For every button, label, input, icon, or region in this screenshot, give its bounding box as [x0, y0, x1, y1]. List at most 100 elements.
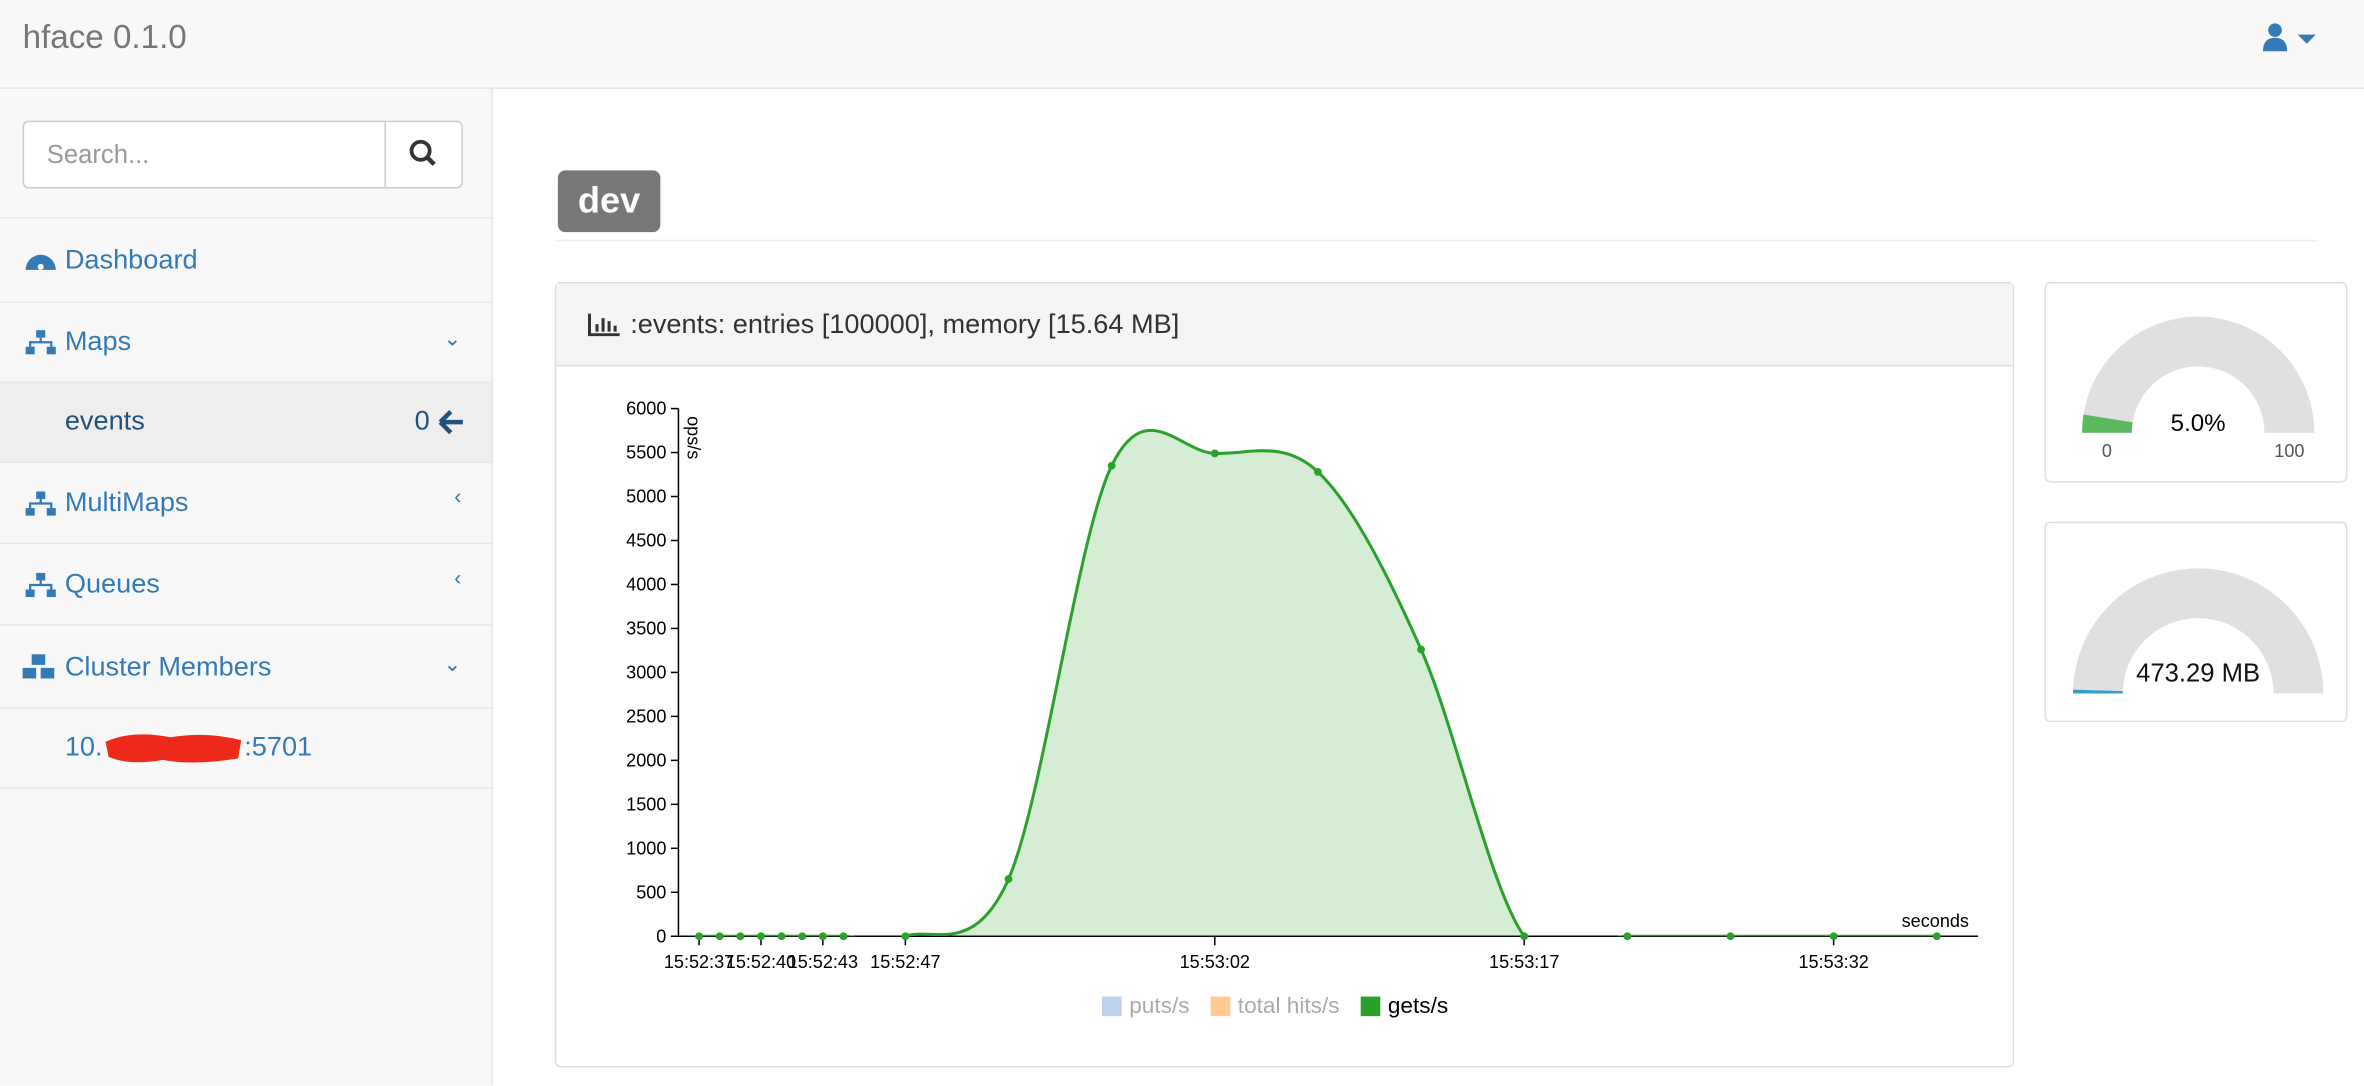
point: [798, 932, 807, 941]
point: [1623, 932, 1632, 941]
x-tick-label: 15:53:32: [1798, 952, 1868, 972]
y-tick-label: 3000: [626, 662, 666, 682]
y-tick-label: 2500: [626, 706, 666, 726]
y-axis-label: ops/s: [683, 416, 703, 459]
divider: [556, 239, 2318, 242]
chart-panel: :events: entries [100000], memory [15.64…: [554, 281, 2015, 1068]
nav-queues[interactable]: Queues ‹: [0, 544, 492, 626]
user-menu[interactable]: [2261, 21, 2321, 57]
search-icon: [409, 139, 436, 166]
legend-label: total hits/s: [1238, 993, 1340, 1018]
legend-swatch[interactable]: [1360, 996, 1381, 1017]
icon: [25, 572, 56, 598]
nav-member[interactable]: 10. :5701: [0, 709, 492, 789]
nav-label: Maps: [64, 325, 132, 356]
icon: [25, 330, 56, 355]
gauge-label: 473.29 MB: [2136, 659, 2260, 687]
chevron: ‹: [454, 483, 462, 509]
point: [818, 932, 827, 941]
x-tick-label: 15:53:17: [1489, 952, 1559, 972]
y-tick-label: 0: [656, 926, 666, 946]
count: 0: [414, 405, 430, 436]
y-tick-label: 5000: [626, 487, 666, 507]
gauge-track: [2073, 568, 2324, 694]
nav-label: Cluster Members: [64, 651, 272, 682]
point: [695, 932, 703, 941]
nav-label: MultiMaps: [64, 486, 189, 518]
point: [1829, 932, 1838, 941]
y-tick-label: 5500: [626, 443, 666, 463]
point: [1107, 461, 1116, 470]
icon: [25, 254, 56, 270]
chart: 0 500 1000 1500 2000 2500 3000 3500 4000 4500 5000…: [626, 399, 1979, 1018]
x-axis-label: seconds: [1902, 911, 1969, 931]
nav-dashboard[interactable]: Dashboard: [0, 217, 492, 304]
y-tick-label: 1000: [626, 838, 666, 858]
panel-title: :events: entries [100000], memory [15.64…: [630, 309, 1180, 340]
gauge-panel: 5.0% 0 100: [2044, 281, 2348, 483]
nav-events[interactable]: events 0: [0, 382, 492, 463]
legend-label: gets/s: [1388, 993, 1448, 1018]
point: [901, 932, 910, 941]
chevron: ⌄: [443, 325, 462, 350]
point: [736, 932, 745, 941]
point: [757, 932, 765, 941]
point: [777, 932, 786, 941]
search-placeholder: Search...: [46, 140, 150, 169]
point: [1210, 449, 1219, 458]
gauge: 473.29 MB: [2073, 568, 2324, 694]
point: [715, 932, 724, 941]
brand[interactable]: hface 0.1.0: [22, 18, 187, 56]
chevron: ⌄: [443, 651, 462, 676]
gauge-track: [2082, 316, 2315, 433]
nav-cluster[interactable]: Cluster Members ⌄: [0, 626, 492, 709]
y-tick-label: 6000: [626, 399, 666, 419]
x-tick-label: 15:52:37: [664, 952, 734, 972]
x-tick-label: 15:53:02: [1180, 952, 1250, 972]
member-prefix: 10.: [64, 731, 103, 762]
point: [1520, 932, 1529, 941]
icon: [25, 491, 56, 516]
gauge-fill: [2073, 689, 2123, 694]
gauge-min: 0: [2102, 441, 2112, 461]
x-tick-label: 15:52:43: [788, 952, 858, 972]
member-suffix: :5701: [244, 731, 313, 762]
sidebar: Search... Dashboard Maps ⌄ events 0 Mult…: [0, 88, 494, 1086]
gauge-label: 5.0%: [2171, 410, 2226, 437]
y-tick-label: 2000: [626, 750, 666, 770]
redaction: [105, 734, 242, 763]
nav-label: events: [64, 405, 145, 436]
gauge: 5.0% 0 100: [2082, 316, 2315, 461]
nav-label: Queues: [64, 568, 160, 599]
gauge-max: 100: [2274, 441, 2304, 461]
x-tick-label: 15:52:40: [726, 952, 796, 972]
x-tick-label: 15:52:47: [870, 952, 940, 972]
point: [1004, 875, 1013, 884]
nav-label: Dashboard: [64, 244, 198, 275]
area: [699, 430, 1937, 937]
chevron: ‹: [454, 565, 462, 590]
legend-swatch[interactable]: [1102, 996, 1122, 1017]
point: [1314, 467, 1322, 476]
gauge-fill: [2082, 414, 2133, 433]
legend-label: puts/s: [1129, 993, 1189, 1018]
nav-multimaps[interactable]: MultiMaps ‹: [0, 463, 492, 545]
legend-swatch[interactable]: [1210, 996, 1231, 1017]
gauge-panel: 473.29 MB: [2044, 521, 2348, 723]
nav-maps[interactable]: Maps ⌄: [0, 302, 492, 383]
search-button[interactable]: [384, 122, 462, 187]
point: [1726, 932, 1735, 941]
top-bar: hface 0.1.0: [0, 0, 2364, 89]
chart-icon: [587, 313, 620, 337]
arrow-icon: [438, 409, 463, 435]
icon: [22, 654, 55, 679]
search-box[interactable]: Search...: [22, 120, 463, 189]
point: [1417, 645, 1425, 654]
badge: dev: [557, 170, 661, 233]
y-tick-label: 1500: [626, 794, 666, 814]
y-tick-label: 4000: [626, 574, 666, 594]
y-tick-label: 4500: [626, 531, 666, 551]
point: [839, 932, 848, 941]
